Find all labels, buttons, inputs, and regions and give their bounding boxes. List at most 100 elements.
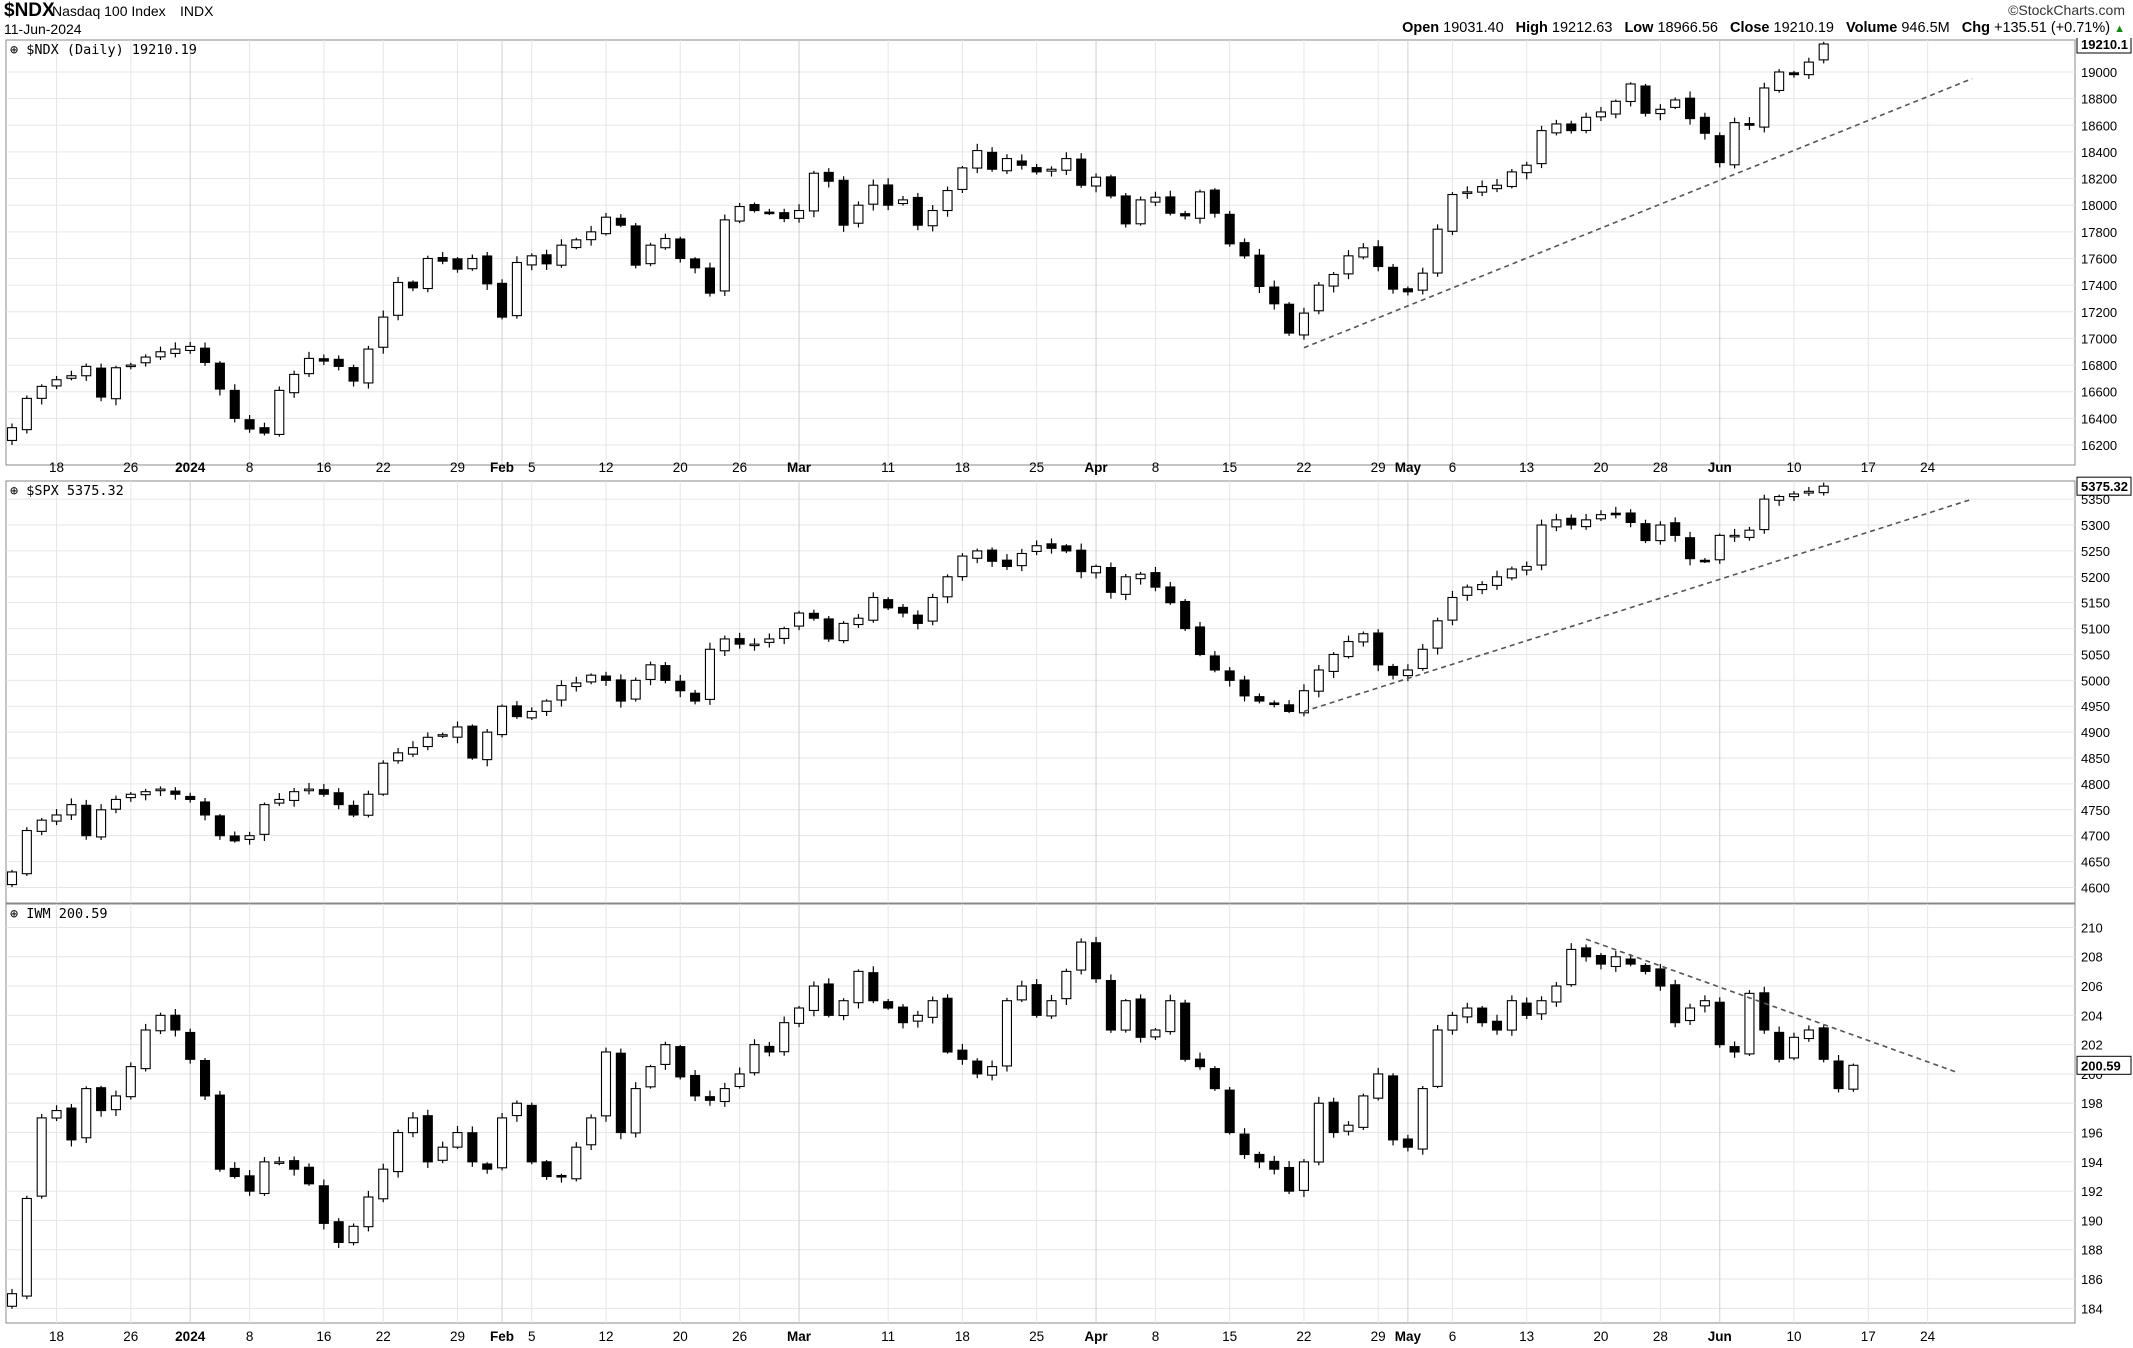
candle-body <box>214 815 225 837</box>
candle-body <box>51 1110 62 1119</box>
last-value-badge <box>2076 476 2132 496</box>
x-tick-label: Apr <box>1084 460 1108 475</box>
candle-body <box>348 804 359 816</box>
candle-body <box>1491 576 1503 586</box>
x-tick-label: 18 <box>49 1329 64 1344</box>
candle-body <box>1254 254 1265 288</box>
candle-body <box>927 209 938 227</box>
candle-body <box>823 618 834 640</box>
candle-body <box>170 348 181 354</box>
candle-body <box>496 282 508 318</box>
candle-body <box>200 347 211 363</box>
candle-body <box>719 219 730 292</box>
candle-body <box>793 1007 805 1024</box>
candle-body <box>467 1132 478 1163</box>
candle-body <box>511 705 522 718</box>
candle-body <box>1506 1000 1517 1031</box>
panel-frame <box>5 903 2076 1324</box>
candle-body <box>1803 61 1814 76</box>
candle-body <box>1388 665 1399 676</box>
candle-body <box>1284 303 1295 334</box>
candle-body <box>437 256 448 262</box>
y-tick-label: 19000 <box>2081 65 2117 80</box>
candle-body <box>170 790 181 795</box>
candle-body <box>1610 100 1621 115</box>
candle-body <box>36 385 47 399</box>
x-tick-label: 26 <box>123 460 138 475</box>
candle-body <box>897 606 909 614</box>
x-tick-label: 20 <box>673 1329 688 1344</box>
candle-body <box>1714 1001 1725 1046</box>
candle-body <box>1417 272 1428 291</box>
high-label: High <box>1515 20 1548 36</box>
candle-body <box>1046 543 1057 549</box>
candle-body <box>1640 964 1651 972</box>
candle-body <box>1373 632 1384 666</box>
last-value-badge <box>2076 1055 2132 1075</box>
x-tick-label: 16 <box>316 1329 331 1344</box>
candle-body <box>259 1161 270 1195</box>
candle-body <box>318 1185 329 1224</box>
candle-body <box>1209 189 1220 214</box>
candle-body <box>422 1115 433 1163</box>
candle-body <box>556 244 567 266</box>
candle-body <box>690 1074 701 1097</box>
candle-body <box>897 199 909 205</box>
candle-body <box>125 1066 136 1098</box>
candle-body <box>1610 956 1621 968</box>
candle-body <box>719 1088 730 1103</box>
candle-body <box>808 985 819 1012</box>
candle-body <box>155 1014 166 1032</box>
candle-body <box>1818 43 1829 61</box>
x-tick-label: 22 <box>376 460 391 475</box>
candle-body <box>318 789 329 795</box>
low-value: 18966.56 <box>1657 20 1718 36</box>
x-tick-label: 8 <box>1152 460 1160 475</box>
candle-body <box>1833 1060 1844 1090</box>
y-tick-label: 194 <box>2081 1155 2103 1170</box>
candle-body <box>1031 167 1042 173</box>
candle-body <box>660 237 671 249</box>
x-tick-label: Jun <box>1708 460 1732 475</box>
candle-body <box>1803 1029 1814 1040</box>
candle-body <box>1610 512 1621 516</box>
candle-body <box>289 791 300 801</box>
candle-body <box>1373 1073 1384 1099</box>
candle-body <box>556 684 567 701</box>
candle-body <box>1284 704 1295 712</box>
x-tick-label: 11 <box>881 460 895 475</box>
candle-body <box>1477 1007 1488 1024</box>
candle-body <box>1016 985 1027 1001</box>
candle-body <box>690 692 701 702</box>
candle-body <box>942 576 953 598</box>
candle-body <box>1031 545 1042 552</box>
y-tick-label: 5200 <box>2081 570 2110 585</box>
candle-body <box>1328 1101 1339 1134</box>
candle-body <box>1076 941 1087 971</box>
open-value: 19031.40 <box>1443 20 1504 36</box>
x-tick-label: 6 <box>1449 460 1457 475</box>
x-tick-label: 8 <box>246 460 254 475</box>
candle-body <box>303 357 315 375</box>
candle-body <box>1447 1014 1458 1031</box>
candle-body <box>1388 266 1399 290</box>
candle-body <box>1120 576 1131 595</box>
candle-body <box>348 1225 359 1244</box>
candle-body <box>1759 992 1770 1031</box>
candle-body <box>541 700 552 712</box>
candle-body <box>259 804 270 835</box>
candle-body <box>1105 980 1116 1031</box>
candle-body <box>645 1066 656 1088</box>
candle-body <box>51 379 62 387</box>
x-tick-label: 5 <box>528 460 536 475</box>
x-tick-label: 20 <box>673 460 688 475</box>
candle-body <box>393 1131 404 1173</box>
candle-body <box>1298 1161 1309 1191</box>
candle-body <box>1165 196 1176 214</box>
y-tick-label: 204 <box>2081 1008 2103 1023</box>
y-tick-label: 17000 <box>2081 331 2117 346</box>
candle-body <box>957 167 968 190</box>
candle-body <box>66 804 77 816</box>
candle-body <box>749 1044 760 1074</box>
candle-body <box>437 1146 448 1161</box>
